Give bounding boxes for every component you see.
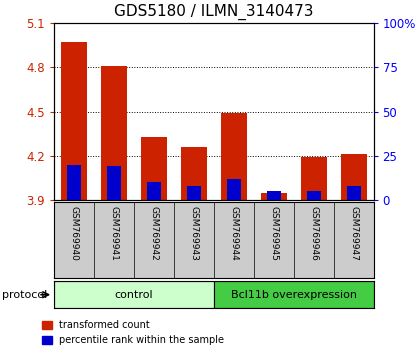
Text: GSM769943: GSM769943 (189, 206, 198, 261)
Text: GSM769945: GSM769945 (269, 206, 278, 261)
Bar (307, 191, 320, 200)
Bar (107, 166, 121, 200)
Text: protocol: protocol (2, 290, 47, 300)
Bar (267, 191, 281, 200)
Text: GSM769942: GSM769942 (149, 206, 158, 260)
Text: GSM769947: GSM769947 (349, 206, 358, 261)
Bar (54, 281, 214, 308)
Bar (147, 182, 161, 200)
Title: GDS5180 / ILMN_3140473: GDS5180 / ILMN_3140473 (114, 4, 313, 20)
Bar (341, 154, 366, 200)
Bar (347, 186, 361, 200)
Text: GSM769946: GSM769946 (309, 206, 318, 261)
Bar (181, 147, 207, 200)
Bar (67, 165, 81, 200)
Text: GSM769941: GSM769941 (110, 206, 118, 261)
Text: control: control (115, 290, 153, 300)
Bar (61, 42, 87, 200)
Bar (300, 157, 327, 200)
Bar (227, 179, 241, 200)
Legend: transformed count, percentile rank within the sample: transformed count, percentile rank withi… (38, 316, 228, 349)
Bar (141, 137, 167, 200)
Bar (101, 66, 127, 200)
Text: Bcl11b overexpression: Bcl11b overexpression (231, 290, 356, 300)
Bar (214, 281, 374, 308)
Bar (261, 193, 287, 200)
Bar (187, 186, 201, 200)
Text: GSM769940: GSM769940 (69, 206, 78, 261)
Bar (221, 113, 247, 200)
Text: GSM769944: GSM769944 (229, 206, 238, 260)
